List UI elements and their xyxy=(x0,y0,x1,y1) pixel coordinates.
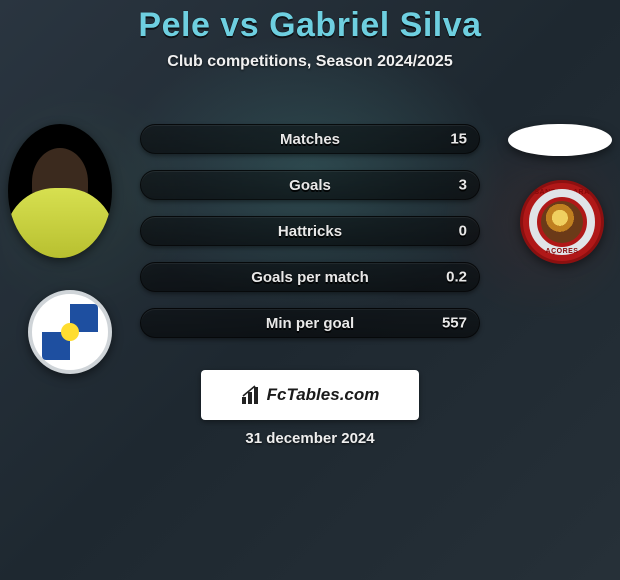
stat-right-value: 0 xyxy=(459,223,467,240)
club-right-text-bot: AÇORES xyxy=(523,248,601,255)
club-right-ring xyxy=(529,189,595,255)
player-left-portrait xyxy=(8,124,112,258)
club-right-badge: SANTA CLARA AÇORES xyxy=(520,180,604,264)
stat-right-value: 3 xyxy=(459,177,467,194)
page-subtitle: Club competitions, Season 2024/2025 xyxy=(0,53,620,71)
stat-row: Goals 3 xyxy=(140,170,480,200)
stat-row: Matches 15 xyxy=(140,124,480,154)
player-left-silhouette xyxy=(32,148,88,218)
stat-row: Hattricks 0 xyxy=(140,216,480,246)
page-title: Pele vs Gabriel Silva xyxy=(0,6,620,45)
brand-text: FcTables.com xyxy=(267,385,380,405)
stat-right-value: 557 xyxy=(442,315,467,332)
stat-row: Min per goal 557 xyxy=(140,308,480,338)
stats-container: Matches 15 Goals 3 Hattricks 0 Goals per… xyxy=(140,124,480,354)
stat-label: Min per goal xyxy=(141,315,479,332)
stat-label: Goals xyxy=(141,177,479,194)
content-root: Pele vs Gabriel Silva Club competitions,… xyxy=(0,0,620,580)
stat-label: Goals per match xyxy=(141,269,479,286)
stat-right-value: 0.2 xyxy=(446,269,467,286)
player-right-portrait xyxy=(508,124,612,156)
stat-label: Hattricks xyxy=(141,223,479,240)
bars-icon xyxy=(241,385,263,405)
stat-label: Matches xyxy=(141,131,479,148)
brand-box: FcTables.com xyxy=(201,370,419,420)
stat-right-value: 15 xyxy=(450,131,467,148)
date-text: 31 december 2024 xyxy=(0,430,620,447)
club-left-badge xyxy=(28,290,112,374)
stat-row: Goals per match 0.2 xyxy=(140,262,480,292)
